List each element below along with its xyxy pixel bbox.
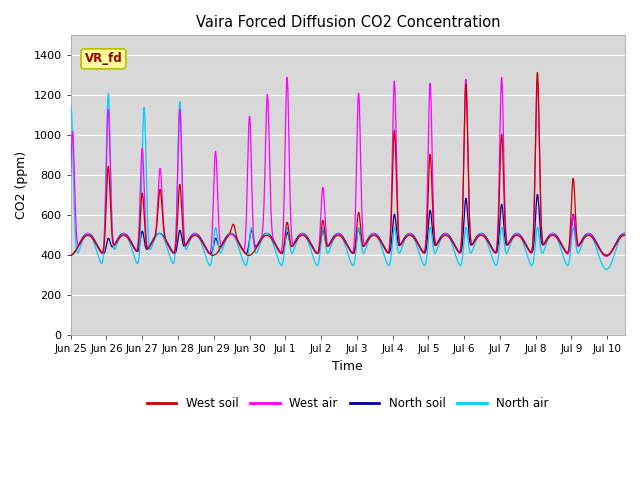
Y-axis label: CO2 (ppm): CO2 (ppm) — [15, 151, 28, 219]
Text: VR_fd: VR_fd — [84, 52, 122, 65]
Title: Vaira Forced Diffusion CO2 Concentration: Vaira Forced Diffusion CO2 Concentration — [196, 15, 500, 30]
X-axis label: Time: Time — [332, 360, 364, 373]
Legend: West soil, West air, North soil, North air: West soil, West air, North soil, North a… — [142, 392, 554, 415]
